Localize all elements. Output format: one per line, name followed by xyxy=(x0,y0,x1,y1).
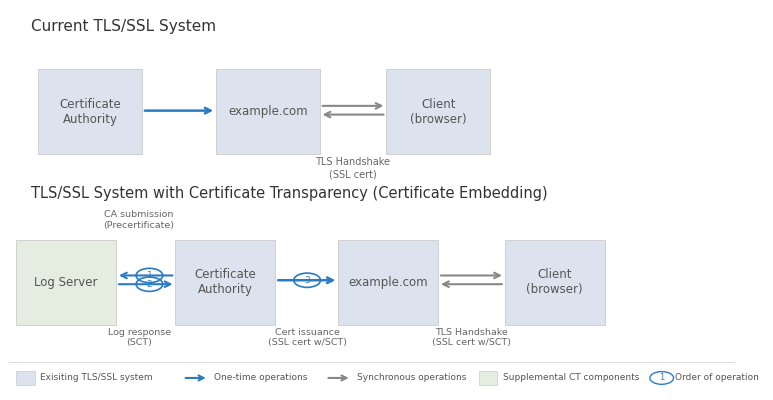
Text: Log response
(SCT): Log response (SCT) xyxy=(107,328,171,347)
Text: Order of operation: Order of operation xyxy=(675,374,759,382)
Text: TLS Handshake
(SSL cert): TLS Handshake (SSL cert) xyxy=(315,158,390,179)
Text: 1: 1 xyxy=(659,374,664,382)
Text: 3: 3 xyxy=(305,276,310,285)
FancyBboxPatch shape xyxy=(16,371,35,385)
FancyBboxPatch shape xyxy=(505,240,604,325)
FancyBboxPatch shape xyxy=(386,69,490,154)
Text: 2: 2 xyxy=(147,280,152,289)
Text: Cert issuance
(SSL cert w/SCT): Cert issuance (SSL cert w/SCT) xyxy=(267,328,346,347)
FancyBboxPatch shape xyxy=(39,69,142,154)
Text: TLS/SSL System with Certificate Transparency (Certificate Embedding): TLS/SSL System with Certificate Transpar… xyxy=(31,186,547,201)
Text: One-time operations: One-time operations xyxy=(214,374,307,382)
Text: Log Server: Log Server xyxy=(35,276,98,289)
FancyBboxPatch shape xyxy=(478,371,497,385)
Text: 1: 1 xyxy=(147,271,152,280)
FancyBboxPatch shape xyxy=(216,69,320,154)
Text: example.com: example.com xyxy=(349,276,428,289)
Text: Exisiting TLS/SSL system: Exisiting TLS/SSL system xyxy=(40,374,152,382)
Text: Current TLS/SSL System: Current TLS/SSL System xyxy=(31,19,216,34)
Text: Certificate
Authority: Certificate Authority xyxy=(60,98,121,126)
Text: Certificate
Authority: Certificate Authority xyxy=(195,268,256,296)
FancyBboxPatch shape xyxy=(16,240,116,325)
Text: Supplemental CT components: Supplemental CT components xyxy=(502,374,639,382)
Text: Synchronous operations: Synchronous operations xyxy=(356,374,466,382)
FancyBboxPatch shape xyxy=(339,240,438,325)
Text: Client
(browser): Client (browser) xyxy=(410,98,466,126)
Text: TLS Handshake
(SSL cert w/SCT): TLS Handshake (SSL cert w/SCT) xyxy=(432,328,511,347)
Text: Client
(browser): Client (browser) xyxy=(526,268,583,296)
FancyBboxPatch shape xyxy=(175,240,275,325)
Text: CA submission
(Precertificate): CA submission (Precertificate) xyxy=(104,210,175,230)
Text: example.com: example.com xyxy=(228,105,308,118)
